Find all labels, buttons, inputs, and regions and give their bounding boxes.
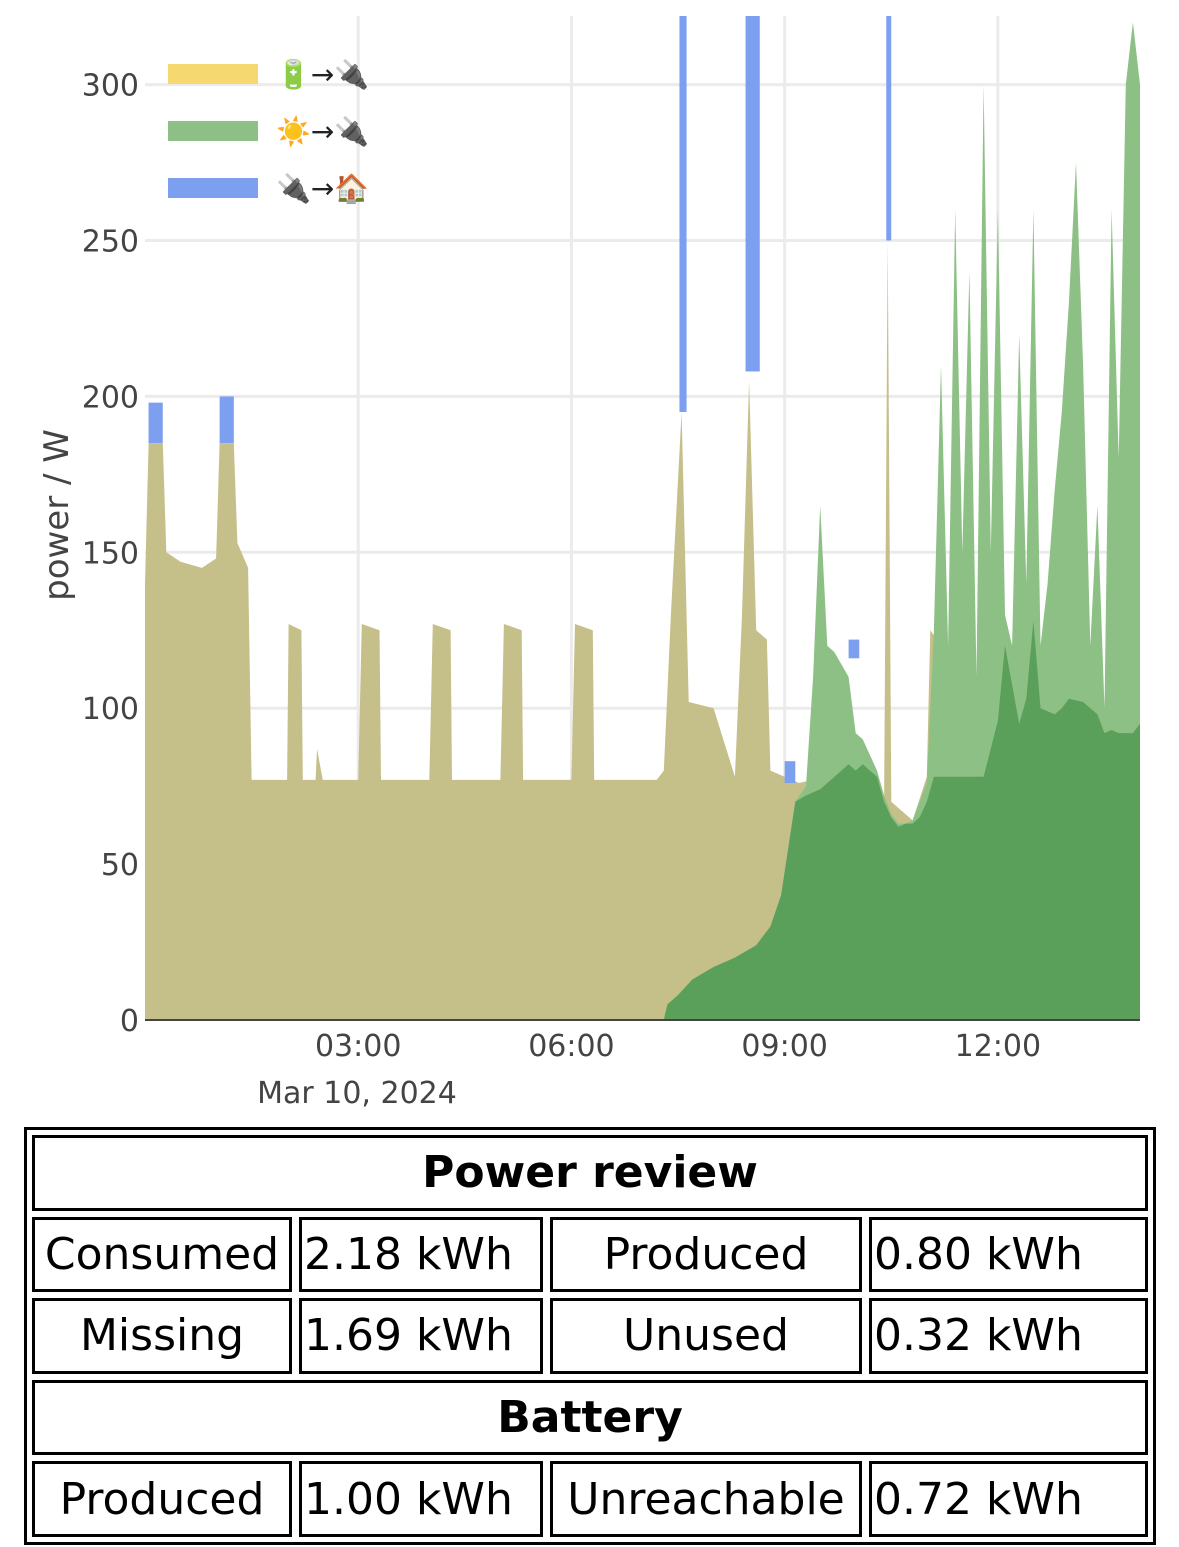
area-plug-to-house [848, 639, 860, 659]
y-tick-label: 0 [120, 1004, 139, 1039]
y-tick-label: 100 [82, 692, 139, 727]
unused-value: 0.32 kWh [869, 1298, 1148, 1374]
y-tick-label: 150 [82, 536, 139, 571]
x-tick-label: 06:00 [528, 1029, 614, 1064]
power-review-table: Power review Consumed 2.18 kWh Produced … [24, 1127, 1156, 1545]
unreachable-label: Unreachable [550, 1461, 862, 1537]
table-row: Produced 1.00 kWh Unreachable 0.72 kWh [32, 1461, 1148, 1537]
y-tick-label: 50 [101, 848, 139, 883]
area-layer [145, 16, 1140, 1020]
area-plug-to-house [784, 761, 796, 784]
area-plug-to-house [745, 16, 760, 372]
x-date-label: Mar 10, 2024 [257, 1076, 457, 1110]
table-row: Missing 1.69 kWh Unused 0.32 kWh [32, 1298, 1148, 1374]
legend[interactable]: 🔋→🔌 ☀️→🔌 🔌→🏠 [168, 58, 369, 205]
y-tick-label: 200 [82, 380, 139, 415]
area-solar-to-plug-direct [145, 620, 1140, 1020]
legend-swatch [168, 64, 258, 84]
x-tick-label: 03:00 [315, 1029, 401, 1064]
missing-label: Missing [32, 1298, 292, 1374]
produced-label: Produced [550, 1216, 862, 1293]
consumed-value: 2.18 kWh [299, 1216, 543, 1293]
legend-label: 🔌→🏠 [276, 172, 369, 205]
legend-label: ☀️→🔌 [276, 114, 369, 148]
table-title: Power review [32, 1135, 1148, 1211]
y-axis-title: power / W [37, 429, 77, 601]
legend-label: 🔋→🔌 [276, 58, 369, 91]
legend-swatch [168, 121, 258, 141]
power-chart-svg: 0 50 100 150 200 250 300 03:00 06:00 09:00 12:00 🔋… [37, 16, 1140, 1110]
battery-title: Battery [32, 1379, 1148, 1456]
battery-produced-label: Produced [32, 1461, 292, 1537]
table-row: Consumed 2.18 kWh Produced 0.80 kWh [32, 1216, 1148, 1293]
area-plug-to-house [219, 396, 234, 444]
produced-value: 0.80 kWh [869, 1216, 1148, 1293]
unused-label: Unused [550, 1298, 862, 1374]
missing-value: 1.69 kWh [299, 1298, 543, 1374]
x-tick-label: 09:00 [741, 1029, 827, 1064]
y-tick-label: 300 [82, 69, 139, 104]
legend-swatch [168, 178, 258, 198]
y-tick-label: 250 [82, 224, 139, 259]
power-chart: 0 50 100 150 200 250 300 03:00 06:00 09:00 12:00 🔋… [37, 16, 1140, 1110]
area-plug-to-house [148, 402, 163, 444]
consumed-label: Consumed [32, 1216, 292, 1293]
area-plug-to-house [679, 16, 687, 412]
axis-layer: 0 50 100 150 200 250 300 03:00 06:00 09:00 12:00 [82, 69, 1140, 1064]
area-plug-to-house [886, 16, 892, 241]
x-tick-label: 12:00 [955, 1029, 1041, 1064]
unreachable-value: 0.72 kWh [869, 1461, 1148, 1537]
battery-produced-value: 1.00 kWh [299, 1461, 543, 1537]
